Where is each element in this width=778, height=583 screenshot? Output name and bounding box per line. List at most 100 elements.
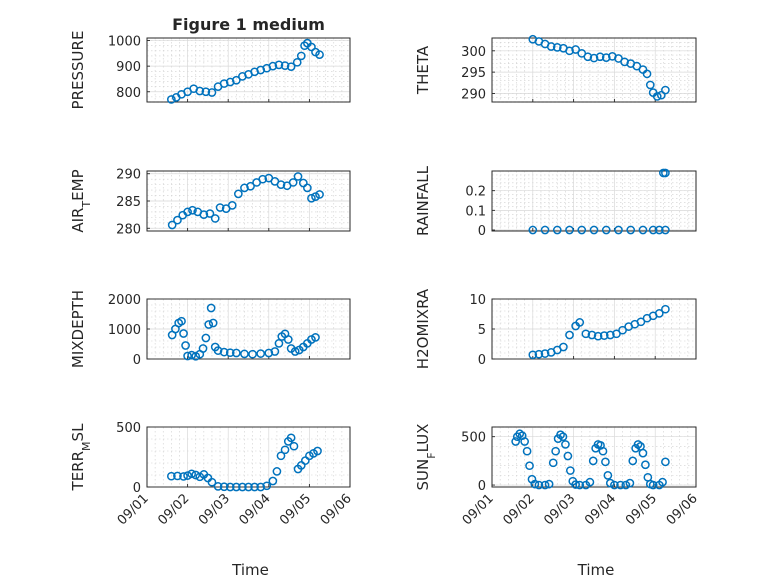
terr_msl-data-point xyxy=(191,470,201,480)
sun_flux-data-point xyxy=(616,480,625,490)
terr_msl-data-point xyxy=(262,481,272,491)
sun_flux-data-point xyxy=(625,478,635,488)
ylabel-text: SUN xyxy=(414,459,432,491)
h2omixra-data-point xyxy=(618,325,627,335)
sun_flux-data-point xyxy=(575,480,585,490)
h2omixra-data-point xyxy=(661,304,670,314)
air_temp-data-point xyxy=(258,174,268,184)
y-tick-label: 290 xyxy=(116,168,141,183)
sun_flux-data-point xyxy=(658,477,667,487)
terr_msl-data-point xyxy=(256,482,266,492)
air_temp-data-point xyxy=(246,181,255,191)
air_temp-data-point xyxy=(234,189,243,199)
pressure-data-point xyxy=(201,87,211,97)
mixdepth-data-point xyxy=(256,349,266,358)
x-tick-label: 09/05 xyxy=(277,491,314,528)
terr_msl-axes: 0 500 09/01 09/02 09/03 09/04 09/05 09/06 TERRMS… xyxy=(69,421,355,579)
ylabel-subscript: F xyxy=(425,452,438,458)
theta-frame xyxy=(491,37,697,103)
theta-data-point xyxy=(595,52,605,62)
h2omixra-data-point xyxy=(581,329,591,339)
x-tick-label: 09/06 xyxy=(664,491,701,528)
sun_flux-frame xyxy=(491,426,697,488)
mixdepth-data-point xyxy=(213,346,223,355)
ylabel-subscript: M xyxy=(80,441,93,451)
x-tick-label: 09/06 xyxy=(318,491,355,528)
mixdepth-data-point xyxy=(264,348,274,358)
h2omixra-data-point xyxy=(559,342,568,352)
y-tick-label: 285 xyxy=(116,195,141,210)
ylabel-text: RAINFALL xyxy=(414,165,432,236)
mixdepth-data-point xyxy=(240,349,249,359)
ylabel-subscript: T xyxy=(80,201,93,209)
ylabel-tail: LUX xyxy=(414,424,432,453)
mixdepth-data-point xyxy=(204,320,214,329)
y-tick-label: 295 xyxy=(461,66,486,81)
x-tick-label: 09/01 xyxy=(115,491,152,528)
pressure-data-point xyxy=(292,57,302,67)
y-tick-label: 500 xyxy=(461,431,486,446)
sun_flux-data-point xyxy=(603,471,613,480)
pressure-data-point xyxy=(231,75,241,85)
y-tick-label: 5 xyxy=(478,323,486,338)
sun_flux-data-point xyxy=(515,429,525,439)
terr_msl-data-point xyxy=(280,445,290,455)
theta-data-point xyxy=(552,43,562,52)
mixdepth-data-point xyxy=(179,329,188,338)
rainfall-data-point xyxy=(528,225,538,235)
sun_flux-data-point xyxy=(638,448,648,458)
terr_msl-data-point xyxy=(187,469,197,479)
sun_flux-data-point xyxy=(520,437,529,446)
mixdepth-data-point xyxy=(177,316,186,326)
y-tick-label: 1000 xyxy=(108,323,141,338)
pressure-data-point xyxy=(167,95,176,104)
sun_flux-data-point xyxy=(544,479,554,489)
theta-data-point xyxy=(642,69,652,79)
sun_flux-data-point xyxy=(661,457,670,467)
terr_msl-data-point xyxy=(173,471,182,481)
air_temp-frame xyxy=(146,170,351,232)
theta-data-point xyxy=(601,53,611,62)
air_temp-data-point xyxy=(303,183,312,193)
x-tick-label: 09/02 xyxy=(501,491,538,528)
rainfall-data-point xyxy=(565,225,574,235)
terr_msl-data-point xyxy=(272,467,282,476)
theta-axes: 290 295 300 THETA xyxy=(414,34,697,103)
air_temp-data-point xyxy=(188,205,197,215)
air_temp-ylabel: AIRTEMP xyxy=(69,169,93,232)
x-tick-label: 09/03 xyxy=(541,491,578,528)
x-tick-label: 09/02 xyxy=(155,491,192,528)
terr_msl-data-point xyxy=(231,482,241,492)
sun_flux-data-point xyxy=(511,437,521,446)
mixdepth-ylabel: MIXDEPTH xyxy=(69,290,87,368)
rainfall-data-point xyxy=(661,225,670,235)
theta-data-point xyxy=(546,42,556,51)
h2omixra-data-point xyxy=(593,331,603,341)
h2omixra-data-point xyxy=(528,350,538,360)
rainfall-data-point xyxy=(589,225,599,235)
sun_flux-data-point xyxy=(610,480,619,490)
mixdepth-data-point xyxy=(248,349,257,359)
x-tick-label: 09/04 xyxy=(582,491,619,528)
air_temp-data-point xyxy=(183,207,192,217)
air_temp-data-point xyxy=(315,190,324,199)
y-tick-label: 800 xyxy=(116,86,141,101)
sun_flux-data-point xyxy=(561,440,570,449)
mixdepth-data-point xyxy=(274,339,284,348)
pressure-plot-area xyxy=(146,37,351,103)
mixdepth-data-point xyxy=(219,347,229,357)
air_temp-data-point xyxy=(210,214,220,223)
terr_msl-data-point xyxy=(238,482,247,492)
y-tick-label: 500 xyxy=(116,421,141,436)
sun_flux-data-point xyxy=(563,451,573,461)
pressure-data-point xyxy=(280,61,290,70)
rainfall-data-point xyxy=(661,168,670,178)
y-tick-label: 0.2 xyxy=(465,185,486,200)
theta-ylabel: THETA xyxy=(414,45,432,95)
terr_msl-data-point xyxy=(276,451,286,461)
rainfall-ylabel: RAINFALL xyxy=(414,165,432,236)
y-tick-label: 290 xyxy=(461,87,486,102)
mixdepth-data-point xyxy=(208,318,218,328)
rainfall-data-point xyxy=(648,225,658,235)
